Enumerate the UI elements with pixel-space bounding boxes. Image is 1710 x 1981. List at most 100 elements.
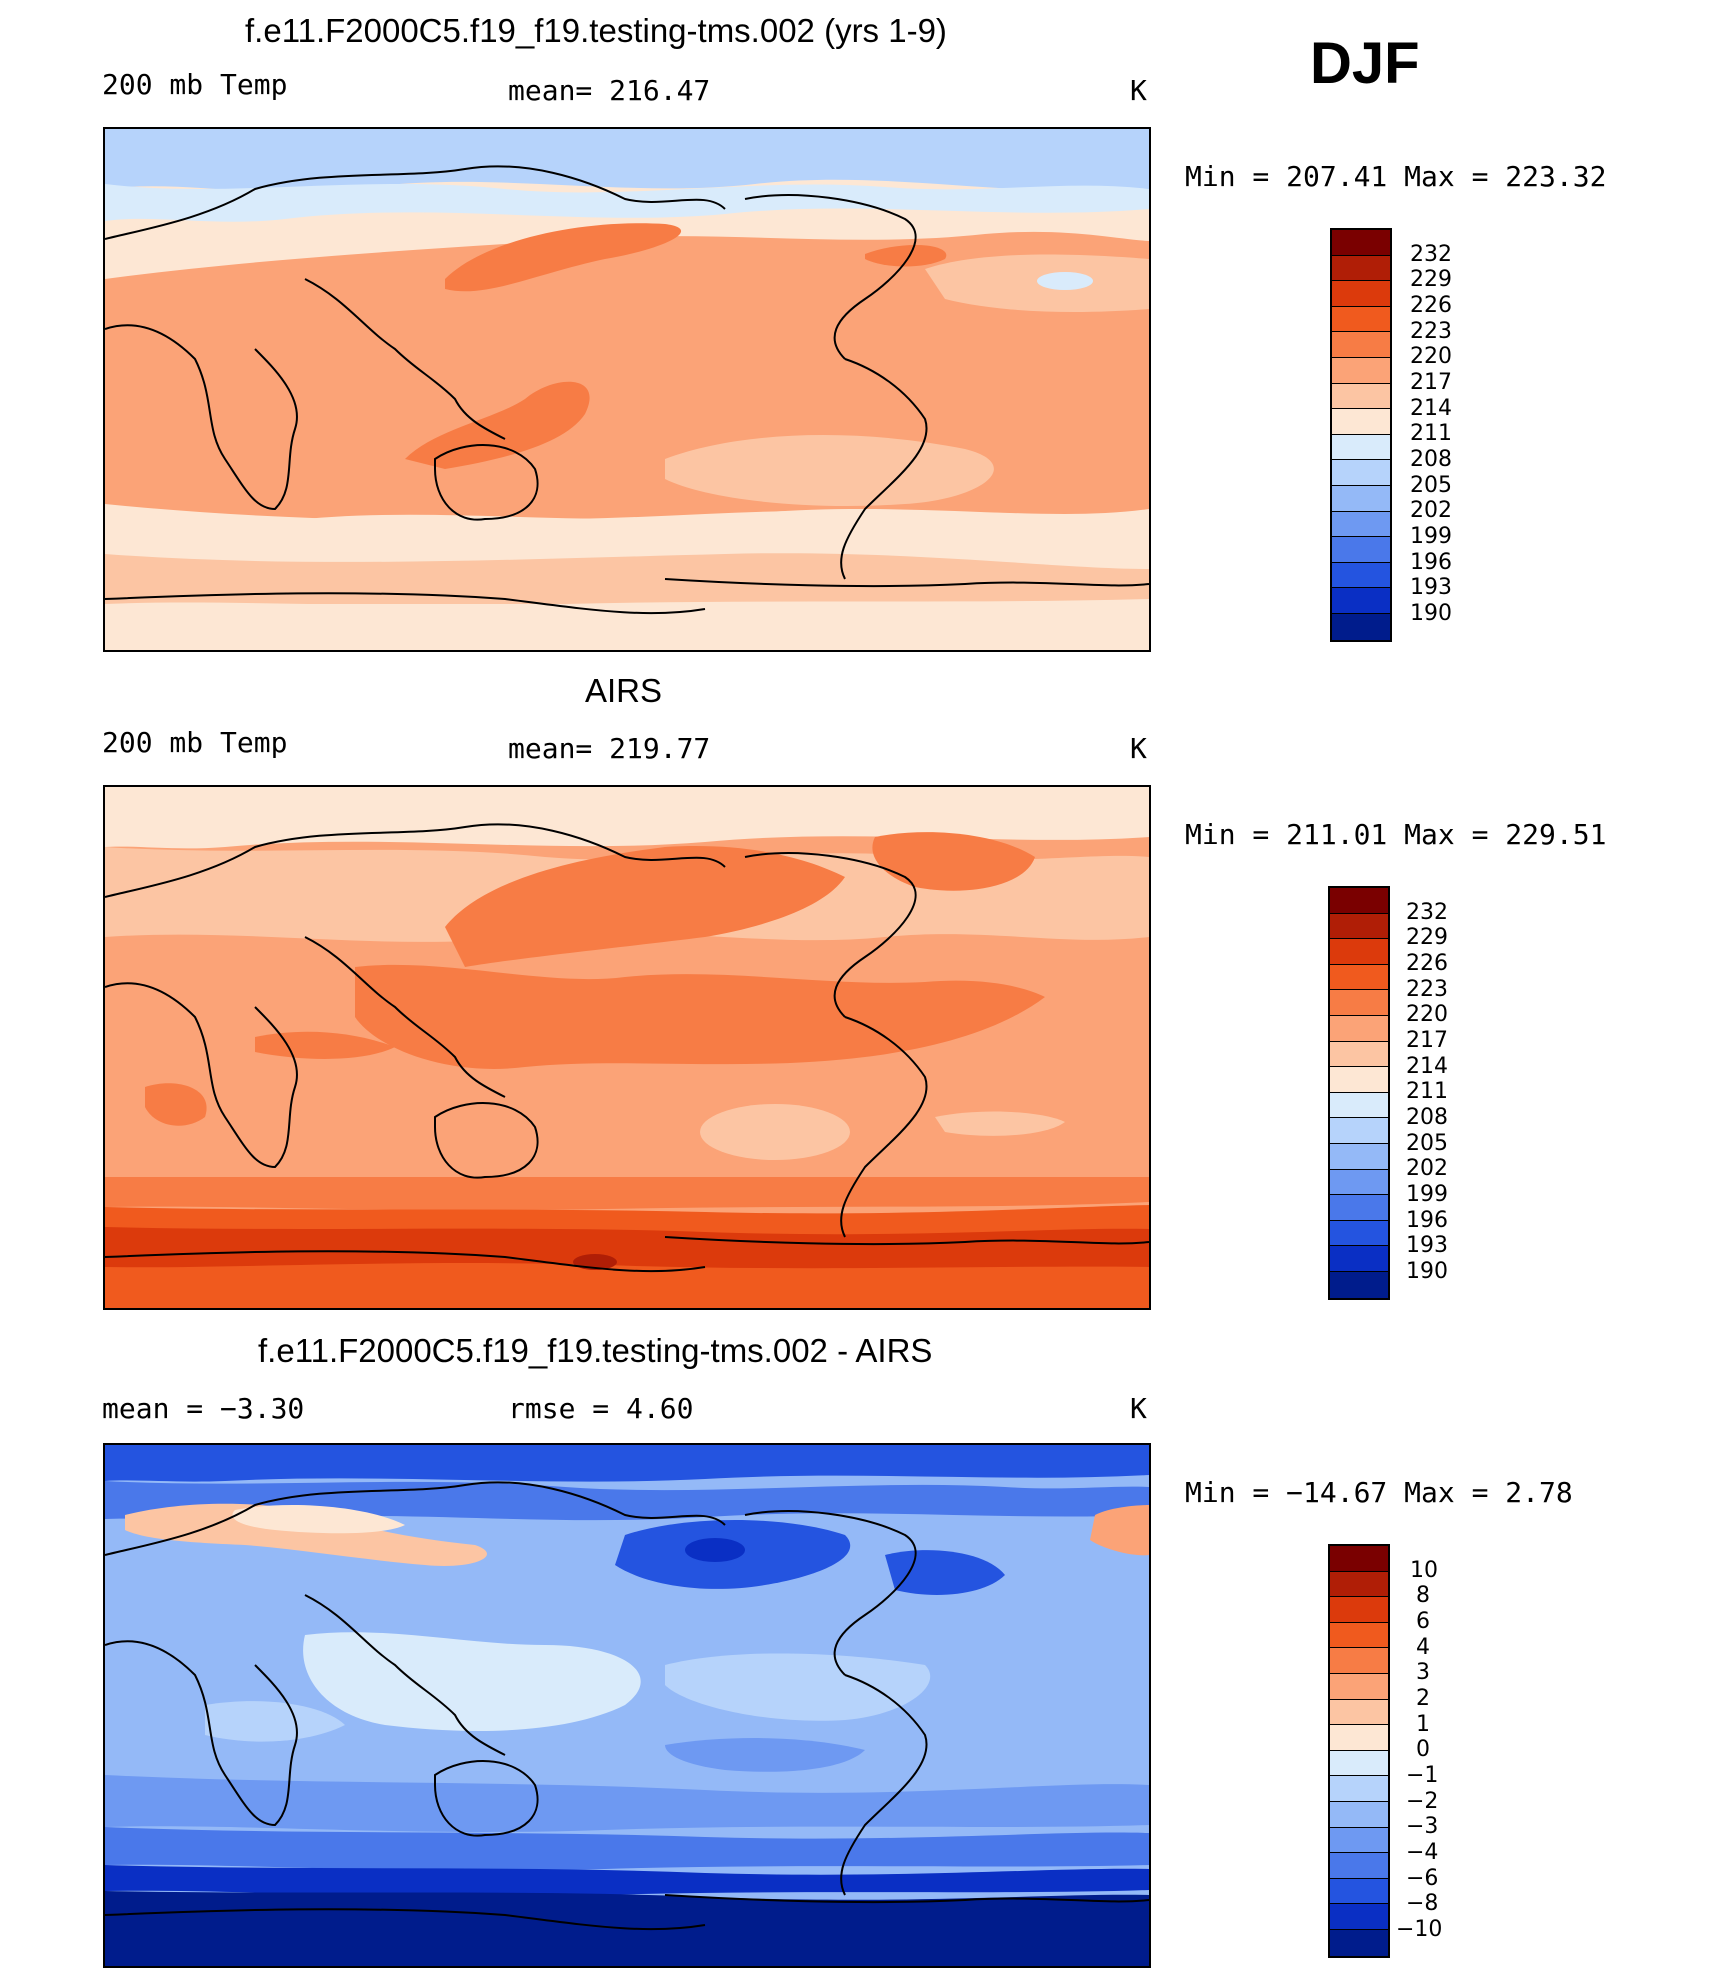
panel3-north-atlantic-warm-anomaly [1090, 1505, 1149, 1556]
panel1-colorbar-swatch [1332, 306, 1390, 333]
panel1-east-pacific-cool-patch [665, 435, 994, 507]
panel3-colorbar-label: −8 [1406, 1891, 1439, 1916]
panel1-north-atlantic-cool-patch [925, 254, 1149, 312]
panel3-colorbar-label: 4 [1416, 1635, 1430, 1660]
panel1-mean-label: mean= 216.47 [508, 74, 711, 107]
panel1-colorbar-label: 226 [1410, 293, 1452, 318]
panel2-indian-ocean-warm-band [255, 1031, 395, 1059]
panel2-colorbar [1328, 886, 1390, 1300]
panel3-southern-band-2 [105, 1827, 1149, 1871]
panel1-coastlines [105, 165, 1149, 615]
panel1-colorbar-swatch [1332, 409, 1390, 435]
panel1-colorbar-swatch [1332, 588, 1390, 614]
panel1-colorbar-label: 217 [1410, 370, 1452, 395]
panel1-colorbar-swatch [1332, 230, 1390, 256]
panel3-title: f.e11.F2000C5.f19_f19.testing-tms.002 - … [258, 1332, 933, 1369]
panel2-colorbar-label: 214 [1406, 1054, 1448, 1079]
panel3-rmse-label: rmse = 4.60 [508, 1392, 694, 1425]
panel1-colorbar-label: 223 [1410, 319, 1452, 344]
panel1-colorbar-swatch [1332, 562, 1390, 589]
panel2-colorbar-swatch [1330, 1118, 1388, 1144]
panel1-antarctic-band [105, 604, 1149, 650]
panel3-colorbar [1328, 1544, 1390, 1958]
panel3-colorbar-swatch [1330, 1827, 1388, 1854]
panel3-colorbar-label: 10 [1410, 1558, 1438, 1583]
panel2-colorbar-label: 190 [1406, 1259, 1448, 1284]
panel2-colorbar-label: 223 [1406, 977, 1448, 1002]
panel2-map [103, 785, 1151, 1310]
panel2-colorbar-label: 205 [1406, 1131, 1448, 1156]
panel2-mean-label: mean= 219.77 [508, 732, 711, 765]
panel1-north-atlantic-cold-spot [1037, 272, 1093, 290]
panel3-coastlines [105, 1481, 1149, 1931]
panel2-colorbar-swatch [1330, 913, 1388, 940]
panel2-colorbar-label: 220 [1406, 1002, 1448, 1027]
panel3-colorbar-swatch [1330, 1904, 1388, 1930]
panel3-colorbar-label: 8 [1416, 1583, 1430, 1608]
panel2-colorbar-swatch [1330, 964, 1388, 991]
panel1-colorbar-label: 190 [1410, 601, 1452, 626]
panel1-colorbar-swatch [1332, 460, 1390, 486]
panel1-colorbar-label: 220 [1410, 344, 1452, 369]
panel3-colorbar-swatch [1330, 1673, 1388, 1700]
panel3-colorbar-swatch [1330, 1725, 1388, 1751]
panel2-tropical-warm-band [355, 964, 1045, 1069]
panel2-left-label: 200 mb Temp [102, 726, 288, 759]
panel3-tropical-neutral-band [303, 1632, 641, 1731]
panel2-colorbar-swatch [1330, 1015, 1388, 1042]
panel3-southern-band-1 [105, 1775, 1149, 1832]
panel3-colorbar-swatch [1330, 1801, 1388, 1828]
panel3-mean-label: mean = −3.30 [102, 1392, 305, 1425]
panel3-arctic-cold-band [105, 1445, 1149, 1482]
panel2-colorbar-label: 211 [1406, 1079, 1448, 1104]
panel3-colorbar-swatch [1330, 1776, 1388, 1802]
panel1-colorbar-swatch [1332, 485, 1390, 512]
panel3-units: K [1130, 1392, 1147, 1425]
panel1-colorbar-swatch [1332, 537, 1390, 563]
panel1-title: f.e11.F2000C5.f19_f19.testing-tms.002 (y… [245, 12, 947, 49]
panel3-colorbar-label: 3 [1416, 1660, 1430, 1685]
panel2-antarctic-hot-core [105, 1227, 1149, 1269]
panel1-colorbar-swatch [1332, 255, 1390, 282]
panel1-colorbar-swatch [1332, 357, 1390, 384]
panel3-eurasia-warm-anomaly [125, 1503, 487, 1566]
panel2-colorbar-swatch [1330, 990, 1388, 1016]
panel3-colorbar-swatch [1330, 1929, 1388, 1956]
panel1-colorbar-label: 193 [1410, 575, 1452, 600]
panel1-colorbar-label: 229 [1410, 267, 1452, 292]
panel2-colorbar-swatch [1330, 1092, 1388, 1119]
panel2-colorbar-swatch [1330, 1271, 1388, 1298]
panel3-colorbar-label: 6 [1416, 1609, 1430, 1634]
panel3-colorbar-label: 2 [1416, 1686, 1430, 1711]
panel2-colorbar-swatch [1330, 1246, 1388, 1272]
panel3-colorbar-swatch [1330, 1878, 1388, 1905]
panel2-africa-warm-patch [145, 1083, 207, 1126]
panel1-units: K [1130, 74, 1147, 107]
panel2-colorbar-label: 229 [1406, 925, 1448, 950]
panel2-colorbar-swatch [1330, 1041, 1388, 1068]
panel3-colorbar-label: −10 [1396, 1917, 1443, 1942]
panel3-indian-ocean-cool-anomaly [205, 1701, 345, 1742]
panel2-colorbar-swatch [1330, 1143, 1388, 1170]
panel2-colorbar-label: 226 [1406, 951, 1448, 976]
panel3-southern-pacific-cold-patch [665, 1738, 865, 1772]
panel1-map [103, 127, 1151, 652]
panel3-colorbar-label: −1 [1406, 1763, 1439, 1788]
panel2-colorbar-label: 217 [1406, 1028, 1448, 1053]
panel1-west-pacific-warm-pool [405, 381, 590, 469]
panel1-colorbar-label: 199 [1410, 524, 1452, 549]
panel2-minmax: Min = 211.01 Max = 229.51 [1185, 818, 1607, 851]
panel2-southern-ocean-warm-band [105, 1177, 1149, 1211]
panel1-colorbar-label: 232 [1410, 242, 1452, 267]
panel3-north-pacific-coldest-core [685, 1538, 745, 1562]
panel3-colorbar-swatch [1330, 1699, 1388, 1726]
panel1-colorbar [1330, 228, 1392, 642]
panel2-colorbar-swatch [1330, 1169, 1388, 1196]
panel3-colorbar-label: 0 [1416, 1737, 1430, 1762]
panel2-colorbar-label: 193 [1406, 1233, 1448, 1258]
panel3-colorbar-label: −3 [1406, 1814, 1439, 1839]
panel3-colorbar-swatch [1330, 1853, 1388, 1879]
panel1-minmax: Min = 207.41 Max = 223.32 [1185, 160, 1607, 193]
panel2-colorbar-swatch [1330, 888, 1388, 914]
panel2-colorbar-swatch [1330, 1067, 1388, 1093]
